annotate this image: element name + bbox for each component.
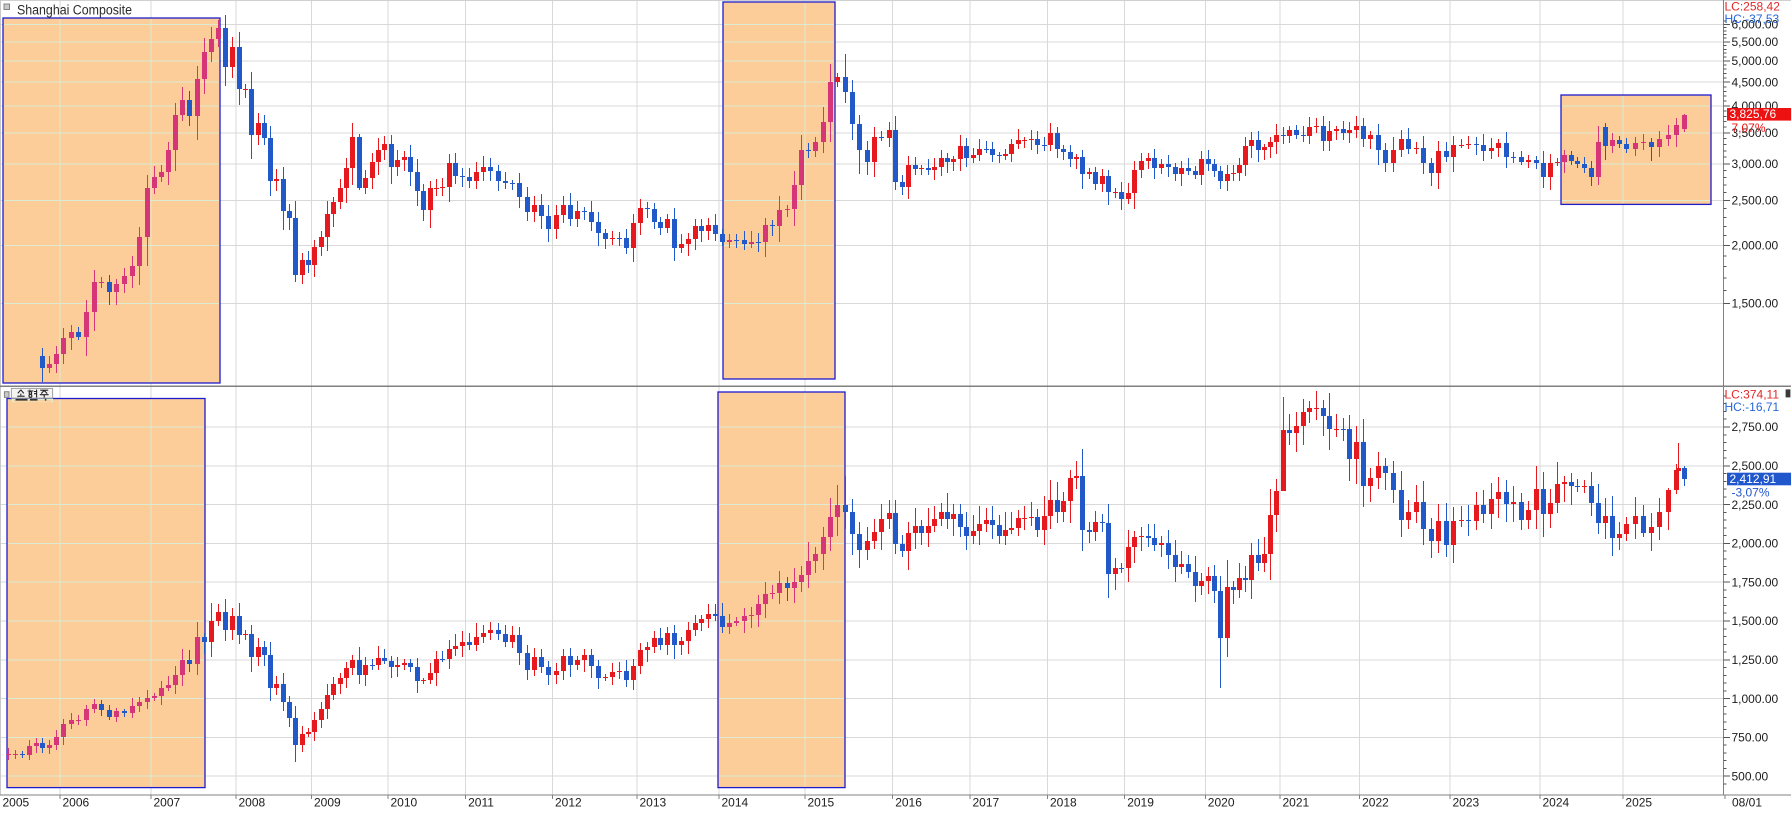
svg-text:2019: 2019 xyxy=(1127,796,1154,810)
svg-text:2015: 2015 xyxy=(808,796,835,810)
svg-text:2016: 2016 xyxy=(895,796,922,810)
svg-text:-3,07%: -3,07% xyxy=(1732,485,1770,499)
svg-text:Shanghai Composite: Shanghai Composite xyxy=(17,3,132,19)
svg-text:2014: 2014 xyxy=(722,796,749,810)
svg-text:750.00: 750.00 xyxy=(1732,731,1769,745)
svg-text:08/01: 08/01 xyxy=(1732,796,1762,810)
svg-text:2013: 2013 xyxy=(640,796,667,810)
svg-text:1,500.00: 1,500.00 xyxy=(1732,297,1779,311)
svg-text:2025: 2025 xyxy=(1625,796,1652,810)
svg-text:2018: 2018 xyxy=(1050,796,1077,810)
svg-text:2010: 2010 xyxy=(391,796,418,810)
svg-text:2006: 2006 xyxy=(63,796,90,810)
svg-text:2022: 2022 xyxy=(1362,796,1389,810)
svg-text:2008: 2008 xyxy=(239,796,266,810)
svg-text:LC:258,42: LC:258,42 xyxy=(1725,0,1781,14)
svg-text:500.00: 500.00 xyxy=(1732,769,1769,783)
svg-text:2020: 2020 xyxy=(1208,796,1235,810)
svg-text:1,000.00: 1,000.00 xyxy=(1732,692,1779,706)
svg-text:2,500.00: 2,500.00 xyxy=(1732,459,1779,473)
svg-text:HC:-37,53: HC:-37,53 xyxy=(1725,12,1780,26)
svg-text:5,500.00: 5,500.00 xyxy=(1732,35,1779,49)
svg-text:3,500.00: 3,500.00 xyxy=(1732,126,1779,140)
svg-text:2,412,91: 2,412,91 xyxy=(1730,472,1777,486)
svg-text:2009: 2009 xyxy=(314,796,341,810)
svg-text:2012: 2012 xyxy=(555,796,582,810)
svg-text:2024: 2024 xyxy=(1543,796,1570,810)
svg-text:2,500.00: 2,500.00 xyxy=(1732,194,1779,208)
svg-text:2017: 2017 xyxy=(973,796,1000,810)
svg-text:2,750.00: 2,750.00 xyxy=(1732,420,1779,434)
svg-text:4,500.00: 4,500.00 xyxy=(1732,75,1779,89)
svg-text:5,000.00: 5,000.00 xyxy=(1732,54,1779,68)
svg-text:2021: 2021 xyxy=(1283,796,1310,810)
svg-text:2023: 2023 xyxy=(1453,796,1480,810)
svg-text:2005: 2005 xyxy=(3,796,30,810)
svg-text:2,000.00: 2,000.00 xyxy=(1732,537,1779,551)
svg-text:2,000.00: 2,000.00 xyxy=(1732,239,1779,253)
svg-text:3,000.00: 3,000.00 xyxy=(1732,157,1779,171)
svg-text:2,250.00: 2,250.00 xyxy=(1732,498,1779,512)
svg-text:LC:374,11: LC:374,11 xyxy=(1725,388,1780,402)
svg-text:7,07%: 7,07% xyxy=(1732,121,1766,135)
svg-text:1,750.00: 1,750.00 xyxy=(1732,575,1779,589)
svg-text:2011: 2011 xyxy=(468,796,494,810)
svg-text:6,000.00: 6,000.00 xyxy=(1732,18,1779,32)
svg-text:1,500.00: 1,500.00 xyxy=(1732,614,1779,628)
svg-text:1,250.00: 1,250.00 xyxy=(1732,653,1779,667)
svg-text:HC:-16,71: HC:-16,71 xyxy=(1725,400,1780,414)
svg-text:2007: 2007 xyxy=(154,796,181,810)
svg-text:3,825,76: 3,825,76 xyxy=(1730,107,1777,121)
